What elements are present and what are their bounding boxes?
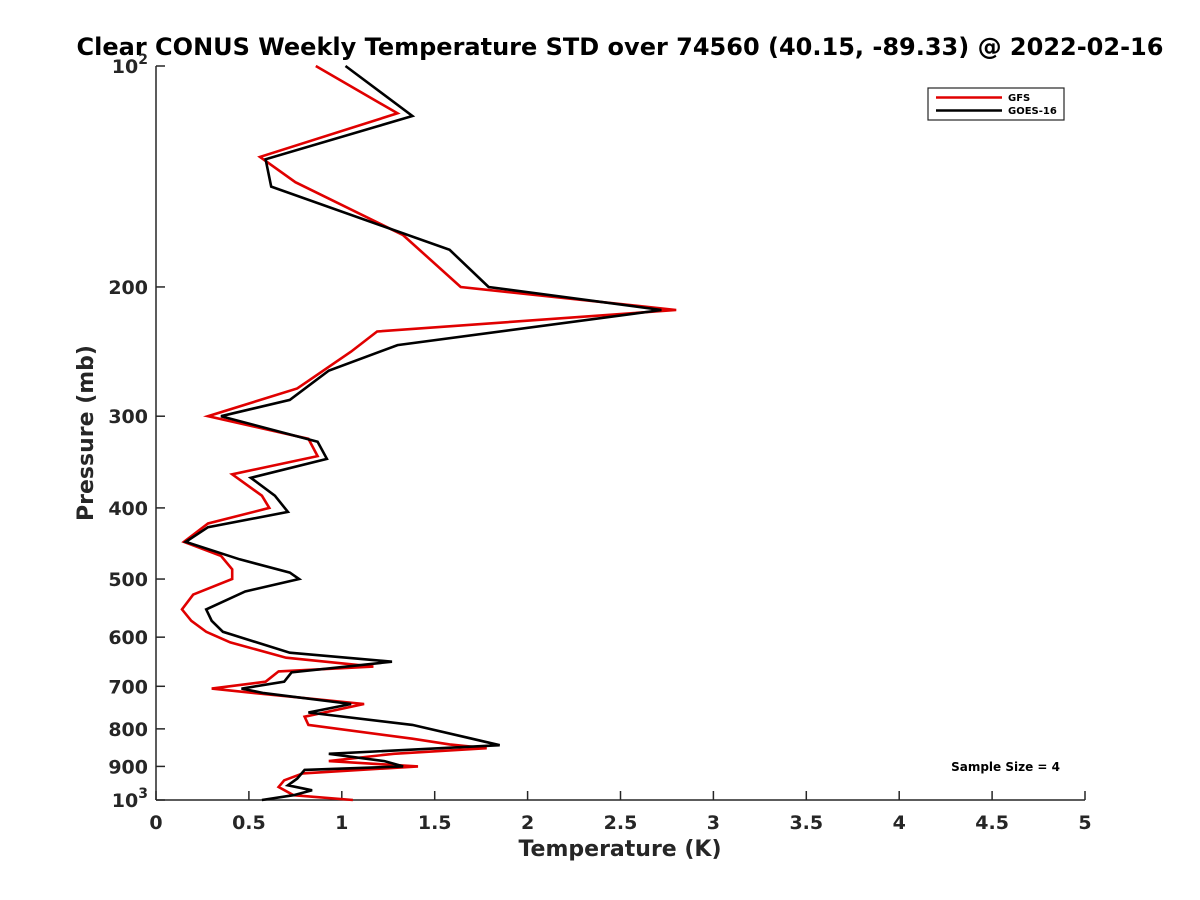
x-tick-label: 2 xyxy=(521,812,534,834)
x-tick-label: 1 xyxy=(335,812,348,834)
x-tick-label: 3 xyxy=(707,812,720,834)
x-tick-label: 5 xyxy=(1078,812,1091,834)
x-tick-label: 4.5 xyxy=(975,812,1009,834)
legend-box xyxy=(927,87,1065,121)
chart-title: Clear CONUS Weekly Temperature STD over … xyxy=(77,33,1164,61)
series-line-goes-16 xyxy=(182,64,662,802)
y-tick-label: 800 xyxy=(108,719,148,741)
y-tick-label: 500 xyxy=(108,569,148,591)
y-axis-label: Pressure (mb) xyxy=(74,345,99,521)
y-tick-label: 200 xyxy=(108,277,148,299)
legend-label-gfs: GFS xyxy=(1008,93,1030,104)
y-tick-label: 103 xyxy=(112,786,148,812)
y-tick-label: 400 xyxy=(108,498,148,520)
y-ticks: 102 200 300 400 500 600 700 800 900 103 xyxy=(108,52,165,812)
series-line-gfs xyxy=(180,64,677,802)
axes xyxy=(155,66,1085,801)
legend: GFS GOES-16 xyxy=(927,87,1065,121)
x-tick-label: 0 xyxy=(149,812,162,834)
series-layer xyxy=(180,64,677,802)
x-tick-label: 0.5 xyxy=(232,812,266,834)
x-tick-label: 1.5 xyxy=(418,812,452,834)
sample-size-annotation: Sample Size = 4 xyxy=(951,760,1060,774)
x-tick-label: 3.5 xyxy=(789,812,823,834)
x-tick-label: 4 xyxy=(893,812,906,834)
y-tick-label: 700 xyxy=(108,676,148,698)
legend-label-goes-16: GOES-16 xyxy=(1008,106,1057,117)
x-axis-label: Temperature (K) xyxy=(518,837,721,862)
y-tick-label: 900 xyxy=(108,756,148,778)
x-ticks: 0 0.5 1 1.5 2 2.5 3 3.5 4 4.5 5 xyxy=(149,791,1092,834)
x-tick-label: 2.5 xyxy=(604,812,638,834)
y-tick-label: 102 xyxy=(112,52,148,78)
y-tick-label: 600 xyxy=(108,627,148,649)
y-tick-label: 300 xyxy=(108,406,148,428)
